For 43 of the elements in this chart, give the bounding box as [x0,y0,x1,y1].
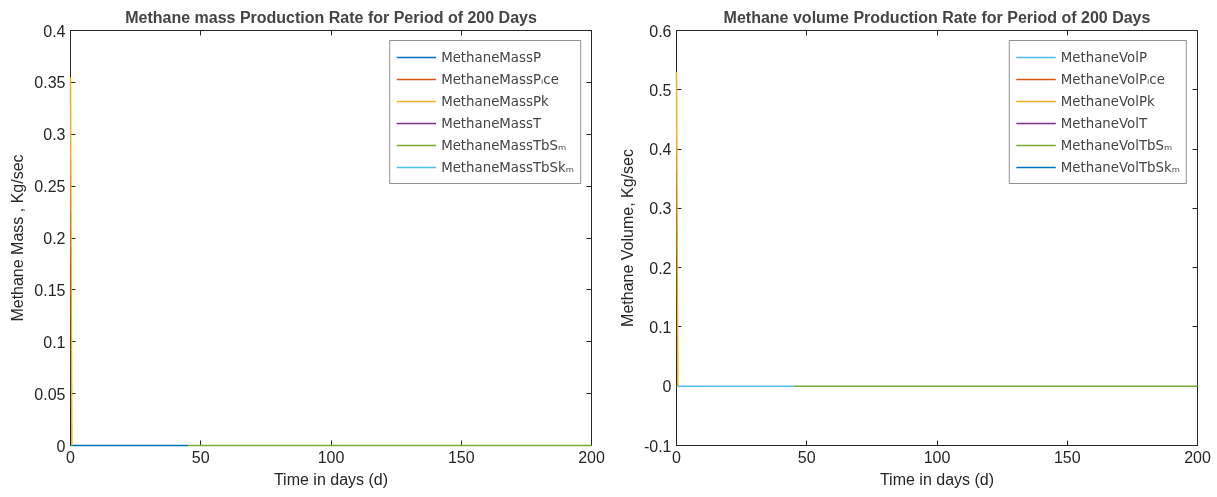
legend-label: MethaneMassTbSkₘ [441,159,574,175]
y-tick-label: 0.1 [649,318,672,336]
legend-label: MethaneMassP [441,49,541,65]
legend-label: MethaneVolPk [1060,93,1155,109]
y-tick-label: 0.15 [34,281,66,299]
legend-label: MethaneVolTbSkₘ [1060,159,1180,175]
x-tick-label: 200 [1184,448,1211,466]
x-axis-title: Time in days (d) [273,470,389,488]
y-tick-label: 0.4 [43,22,66,40]
y-tick-label: 0.4 [649,141,672,159]
y-tick-label: 0.2 [43,230,66,247]
y-tick-label: -0.1 [643,437,672,455]
y-tick-label: 0 [56,437,66,455]
y-tick-label: 0.2 [649,259,672,277]
y-tick-label: 0.35 [34,74,66,92]
y-tick-label: 0.3 [649,200,672,218]
y-axis-title: Methane Mass , Kg/sec [9,154,27,322]
y-tick-label: 0.05 [34,385,66,403]
y-tick-label: 0.5 [649,81,672,99]
x-tick-label: 50 [191,448,210,466]
y-tick-label: 0.25 [34,178,66,196]
legend-label: MethaneMassTbSₘ [441,137,567,153]
x-tick-label: 100 [923,448,951,466]
y-tick-label: 0.1 [43,333,66,351]
legend-label: MethaneVolT [1060,115,1148,131]
x-tick-label: 200 [578,448,605,466]
legend-label: MethaneMassT [441,115,542,131]
legend-label: MethaneVolPᵢce [1060,71,1165,87]
x-tick-label: 50 [797,448,816,466]
x-axis-title: Time in days (d) [879,470,995,488]
x-tick-label: 100 [317,448,345,466]
y-tick-label: 0 [662,378,672,396]
x-tick-label: 150 [447,448,475,466]
chart-title: Methane mass Production Rate for Period of 200 Days [125,8,537,26]
y-tick-label: 0.3 [43,126,66,144]
x-tick-label: 150 [1053,448,1081,466]
legend-label: MethaneVolTbSₘ [1060,137,1173,153]
legend-label: MethaneVolP [1060,49,1147,65]
y-axis-title: Methane Volume, Kg/sec [618,149,636,327]
y-tick-label: 0.6 [649,22,672,40]
legend-label: MethaneMassPᵢce [441,71,559,87]
chart-title: Methane volume Production Rate for Period of 200 Days [723,8,1151,26]
legend-label: MethaneMassPk [441,93,549,109]
